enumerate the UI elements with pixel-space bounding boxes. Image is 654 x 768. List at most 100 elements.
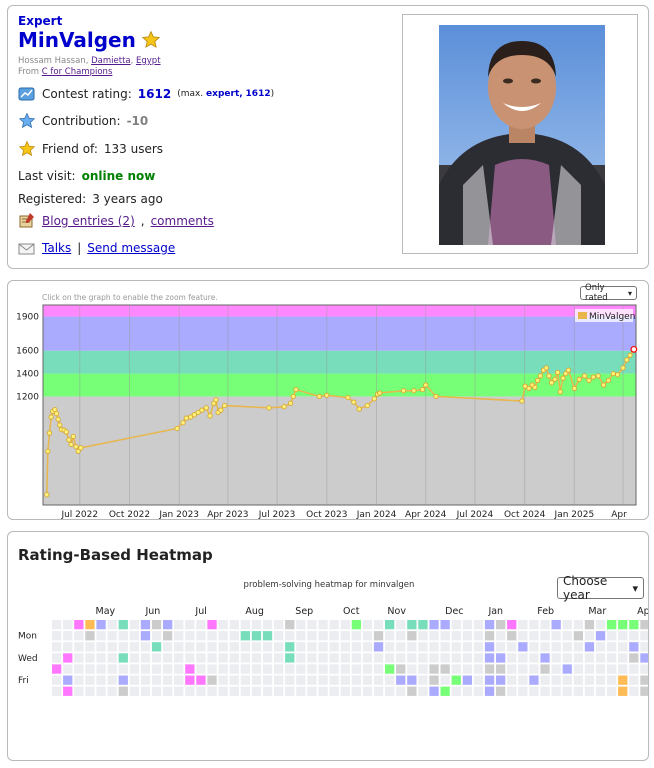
rating-point[interactable]	[620, 365, 626, 371]
heatmap-cell[interactable]	[274, 620, 284, 630]
heatmap-cell[interactable]	[373, 631, 384, 641]
heatmap-cell[interactable]	[140, 686, 151, 696]
heatmap-cell[interactable]	[618, 664, 628, 674]
heatmap-cell[interactable]	[240, 642, 250, 652]
heatmap-cell[interactable]	[351, 620, 361, 630]
heatmap-cell[interactable]	[496, 664, 506, 674]
heatmap-cell[interactable]	[396, 653, 406, 663]
heatmap-cell[interactable]	[573, 675, 583, 685]
heatmap-cell[interactable]	[407, 653, 417, 663]
heatmap-cell[interactable]	[373, 642, 384, 652]
rating-point[interactable]	[48, 414, 54, 420]
heatmap-cell[interactable]	[595, 642, 606, 652]
heatmap-cell[interactable]	[529, 631, 539, 641]
heatmap-cell[interactable]	[462, 664, 472, 674]
heatmap-cell[interactable]	[595, 686, 606, 696]
rating-point[interactable]	[519, 398, 525, 404]
heatmap-cell[interactable]	[207, 675, 217, 685]
rating-point[interactable]	[68, 441, 74, 448]
heatmap-cell[interactable]	[240, 620, 250, 630]
heatmap-cell[interactable]	[607, 653, 617, 663]
heatmap-cell[interactable]	[307, 620, 317, 630]
heatmap-cell[interactable]	[629, 686, 639, 696]
heatmap-cell[interactable]	[451, 642, 461, 652]
heatmap-cell[interactable]	[107, 664, 117, 674]
heatmap-cell[interactable]	[462, 620, 472, 630]
heatmap-cell[interactable]	[296, 620, 306, 630]
heatmap-cell[interactable]	[329, 631, 339, 641]
heatmap-cell[interactable]	[185, 675, 195, 685]
heatmap-cell[interactable]	[274, 686, 284, 696]
rating-point[interactable]	[371, 396, 377, 402]
heatmap-cell[interactable]	[562, 686, 572, 696]
heatmap-cell[interactable]	[118, 631, 128, 641]
heatmap-cell[interactable]	[107, 653, 117, 663]
heatmap-cell[interactable]	[418, 664, 428, 674]
heatmap-cell[interactable]	[52, 631, 62, 641]
heatmap-cell[interactable]	[562, 653, 572, 663]
rating-point[interactable]	[543, 365, 549, 371]
heatmap-cell[interactable]	[540, 664, 550, 674]
heatmap-cell[interactable]	[385, 686, 395, 696]
heatmap-cell[interactable]	[429, 642, 439, 652]
heatmap-cell[interactable]	[196, 653, 206, 663]
heatmap-cell[interactable]	[63, 631, 73, 641]
blog-entries-link[interactable]: Blog entries (2)	[42, 214, 135, 228]
heatmap-cell[interactable]	[640, 653, 648, 663]
heatmap-cell[interactable]	[473, 675, 484, 685]
rating-point[interactable]	[557, 389, 563, 395]
heatmap-cell[interactable]	[107, 631, 117, 641]
heatmap-cell[interactable]	[529, 620, 539, 630]
heatmap-cell[interactable]	[207, 686, 217, 696]
heatmap-cell[interactable]	[407, 664, 417, 674]
heatmap-cell[interactable]	[396, 631, 406, 641]
heatmap-cell[interactable]	[207, 620, 217, 630]
heatmap-cell[interactable]	[74, 631, 84, 641]
heatmap-cell[interactable]	[595, 631, 606, 641]
heatmap-cell[interactable]	[218, 631, 228, 641]
rating-point[interactable]	[293, 386, 299, 393]
heatmap-cell[interactable]	[196, 631, 206, 641]
rating-point[interactable]	[419, 386, 426, 393]
heatmap-cell[interactable]	[484, 620, 495, 630]
heatmap-cell[interactable]	[118, 686, 128, 696]
heatmap-cell[interactable]	[573, 631, 583, 641]
rating-point[interactable]	[316, 393, 322, 400]
heatmap-cell[interactable]	[640, 686, 648, 696]
heatmap-cell[interactable]	[385, 675, 395, 685]
heatmap-cell[interactable]	[63, 642, 73, 652]
heatmap-cell[interactable]	[351, 686, 361, 696]
rating-point[interactable]	[180, 420, 186, 426]
heatmap-cell[interactable]	[540, 642, 550, 652]
rating-point[interactable]	[207, 413, 213, 419]
heatmap-cell[interactable]	[540, 620, 550, 630]
heatmap-cell[interactable]	[584, 686, 595, 696]
rating-point[interactable]	[287, 400, 294, 406]
heatmap-cell[interactable]	[251, 631, 262, 641]
heatmap-cell[interactable]	[285, 653, 295, 663]
heatmap-cell[interactable]	[607, 686, 617, 696]
heatmap-cell[interactable]	[551, 653, 561, 663]
heatmap-cell[interactable]	[562, 631, 572, 641]
heatmap-cell[interactable]	[373, 620, 384, 630]
heatmap-cell[interactable]	[473, 653, 484, 663]
rating-point[interactable]	[213, 397, 219, 403]
heatmap-cell[interactable]	[451, 686, 461, 696]
rating-point[interactable]	[281, 404, 287, 410]
heatmap-cell[interactable]	[440, 653, 450, 663]
heatmap-cell[interactable]	[551, 642, 561, 652]
rating-point[interactable]	[46, 430, 53, 436]
heatmap-cell[interactable]	[296, 642, 306, 652]
heatmap-cell[interactable]	[52, 675, 62, 685]
heatmap-cell[interactable]	[285, 642, 295, 652]
heatmap-cell[interactable]	[296, 675, 306, 685]
heatmap-cell[interactable]	[429, 686, 439, 696]
rating-point[interactable]	[535, 377, 541, 384]
heatmap-cell[interactable]	[607, 664, 617, 674]
heatmap-cell[interactable]	[618, 653, 628, 663]
heatmap-cell[interactable]	[185, 642, 195, 652]
heatmap-cell[interactable]	[329, 620, 339, 630]
heatmap-cell[interactable]	[595, 664, 606, 674]
heatmap-cell[interactable]	[229, 631, 239, 641]
heatmap-cell[interactable]	[540, 675, 550, 685]
